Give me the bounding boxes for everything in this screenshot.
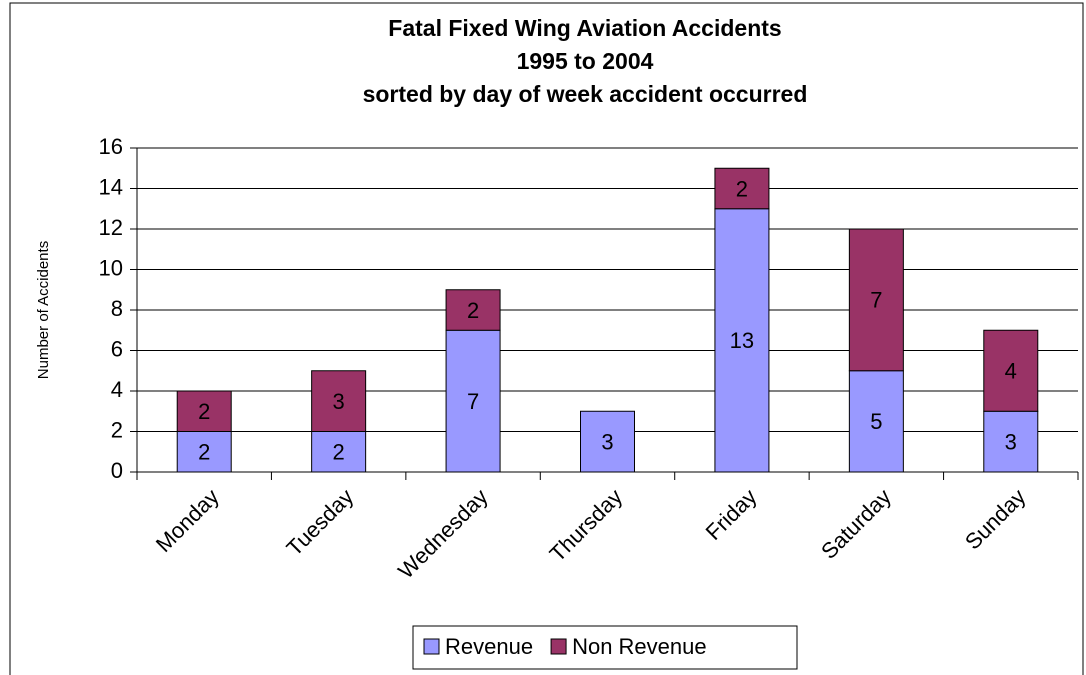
legend-label: Non Revenue bbox=[572, 634, 707, 659]
bar-segment bbox=[848, 228, 904, 372]
data-label: 3 bbox=[1005, 429, 1017, 454]
data-label: 2 bbox=[333, 440, 345, 465]
bar-segment bbox=[983, 329, 1039, 412]
data-label: 2 bbox=[736, 176, 748, 201]
data-label: 2 bbox=[467, 298, 479, 323]
data-label: 13 bbox=[730, 328, 754, 353]
y-tick-label: 10 bbox=[99, 255, 123, 280]
bar-segment bbox=[580, 410, 635, 473]
y-tick-label: 8 bbox=[111, 296, 123, 321]
bar-segment bbox=[714, 167, 770, 210]
data-label: 3 bbox=[601, 429, 613, 454]
data-label: 5 bbox=[870, 409, 882, 434]
data-label: 3 bbox=[333, 389, 345, 414]
y-tick-label: 12 bbox=[99, 215, 123, 240]
legend-swatch bbox=[423, 638, 440, 655]
data-label: 2 bbox=[198, 399, 210, 424]
chart-subtitle: sorted by day of week accident occurred bbox=[363, 81, 808, 107]
legend-box bbox=[412, 625, 798, 670]
bar-segment bbox=[445, 289, 501, 331]
y-axis-title: Number of Accidents bbox=[35, 241, 52, 379]
bar-segment bbox=[176, 431, 232, 473]
data-label: 7 bbox=[467, 389, 479, 414]
y-tick-label: 6 bbox=[111, 336, 123, 361]
data-label: 7 bbox=[870, 288, 882, 313]
bar-segment bbox=[983, 410, 1039, 473]
y-tick-label: 2 bbox=[111, 417, 123, 442]
data-label: 2 bbox=[198, 440, 210, 465]
chart-subtitle: 1995 to 2004 bbox=[517, 48, 654, 74]
bar-segment bbox=[176, 390, 232, 432]
bar-segment bbox=[311, 370, 367, 432]
y-tick-label: 14 bbox=[99, 174, 123, 199]
legend-swatch bbox=[550, 638, 567, 655]
legend-label: Revenue bbox=[445, 634, 533, 659]
y-tick-label: 4 bbox=[111, 377, 123, 402]
chart-frame bbox=[9, 2, 1084, 675]
bar-segment bbox=[848, 370, 904, 473]
y-tick-label: 16 bbox=[99, 134, 123, 159]
bar-segment bbox=[445, 329, 501, 473]
data-label: 4 bbox=[1005, 359, 1017, 384]
bar-segment bbox=[714, 208, 770, 473]
y-tick-label: 0 bbox=[111, 458, 123, 483]
chart-title: Fatal Fixed Wing Aviation Accidents bbox=[388, 15, 781, 41]
bar-segment bbox=[311, 431, 367, 473]
